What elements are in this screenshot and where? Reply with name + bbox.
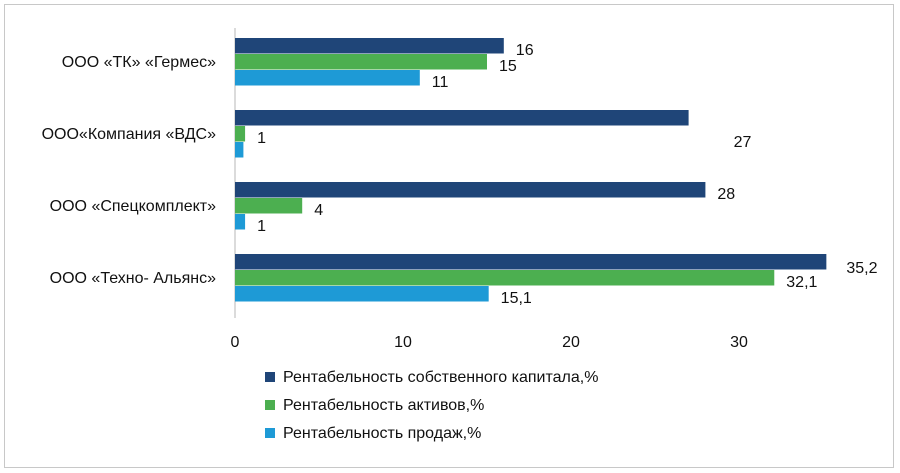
data-label: 35,2 [846, 260, 877, 277]
legend-label: Рентабельность активов,% [283, 397, 484, 414]
bar-1 [235, 182, 706, 198]
x-tick-label: 20 [562, 334, 580, 351]
legend-swatch-3 [265, 428, 275, 438]
data-label: 28 [717, 186, 735, 203]
bar-1 [235, 38, 504, 54]
data-label: 16 [516, 42, 534, 59]
data-label: 1 [257, 218, 266, 235]
bar-1 [235, 254, 827, 270]
data-label: 11 [432, 74, 449, 91]
bar-3 [235, 286, 489, 302]
category-label: ООО «ТК» «Гермес» [62, 54, 216, 71]
bar-3 [235, 214, 246, 230]
legend-label: Рентабельность собственного капитала,% [283, 369, 598, 386]
bar-3 [235, 70, 420, 86]
bar-3 [235, 142, 244, 158]
data-label: 4 [314, 202, 323, 219]
chart-frame [4, 4, 894, 468]
bar-1 [235, 110, 689, 126]
bar-2 [235, 126, 246, 142]
legend-label: Рентабельность продаж,% [283, 425, 481, 442]
x-tick-label: 10 [394, 334, 412, 351]
category-label: ООО«Компания «ВДС» [42, 126, 217, 143]
x-tick-label: 0 [231, 334, 240, 351]
category-label: ООО «Спецкомплект» [50, 198, 216, 215]
data-label: 15 [499, 58, 517, 75]
category-label: ООО «Техно- Альянс» [50, 270, 216, 287]
bar-2 [235, 270, 775, 286]
data-label: 15,1 [501, 290, 532, 307]
x-tick-label: 30 [730, 334, 748, 351]
data-label: 32,1 [786, 274, 817, 291]
data-label: 1 [257, 130, 266, 147]
legend-swatch-2 [265, 400, 275, 410]
data-label: 27 [734, 134, 752, 151]
legend-swatch-1 [265, 372, 275, 382]
bar-2 [235, 54, 487, 70]
bar-2 [235, 198, 303, 214]
